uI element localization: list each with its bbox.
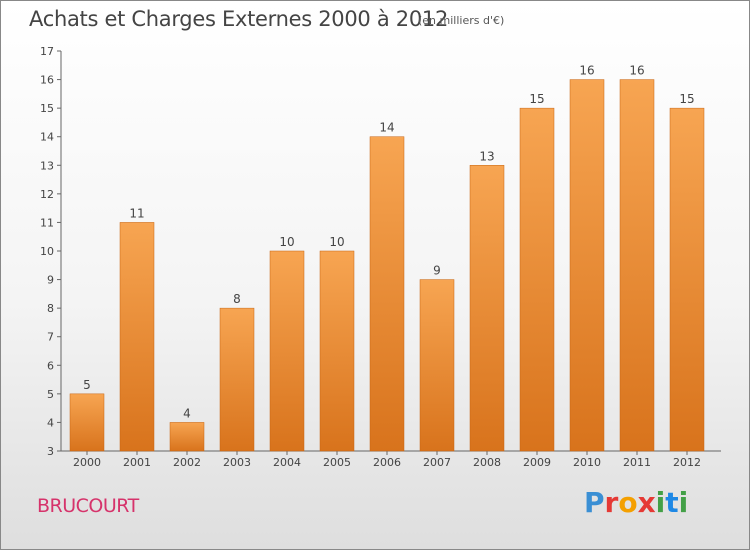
x-tick-label: 2009 xyxy=(523,456,551,469)
x-tick-label: 2003 xyxy=(223,456,251,469)
bar xyxy=(119,222,155,452)
data-labels: 5 11 4 8 10 10 14 9 13 15 16 16 15 xyxy=(83,64,694,421)
data-label: 13 xyxy=(479,149,494,163)
logo-letter: r xyxy=(604,486,619,519)
chart-subtitle: (en milliers d'€) xyxy=(418,14,505,27)
y-tick-label: 3 xyxy=(47,445,54,458)
x-tick-label: 2001 xyxy=(123,456,151,469)
y-tick-label: 15 xyxy=(40,102,54,115)
y-tick-label: 13 xyxy=(40,159,54,172)
chart-axes: 3 4 5 6 7 8 9 10 11 12 13 14 15 16 17 2000 2001 2002 2003 2… xyxy=(40,45,721,469)
proxiti-logo[interactable]: Proxiti xyxy=(584,486,688,519)
data-label: 15 xyxy=(529,92,544,106)
data-label: 11 xyxy=(129,206,144,220)
bar-series xyxy=(69,79,705,452)
bar xyxy=(569,79,605,452)
chart-title: Achats et Charges Externes 2000 à 2012 xyxy=(29,7,449,31)
y-tick-label: 7 xyxy=(47,331,54,344)
y-tick-label: 8 xyxy=(47,302,54,315)
data-label: 16 xyxy=(629,64,644,78)
data-label: 9 xyxy=(433,264,441,278)
bar xyxy=(419,279,455,452)
data-label: 10 xyxy=(279,235,294,249)
y-tick-label: 4 xyxy=(47,416,54,429)
data-label: 4 xyxy=(183,406,191,420)
bar xyxy=(619,79,655,452)
y-tick-label: 14 xyxy=(40,131,54,144)
x-tick-label: 2005 xyxy=(323,456,351,469)
bar xyxy=(69,393,105,452)
data-label: 15 xyxy=(679,92,694,106)
y-tick-label: 16 xyxy=(40,74,54,87)
data-label: 14 xyxy=(379,121,394,135)
logo-letter: t xyxy=(665,486,679,519)
bar xyxy=(669,107,705,452)
x-tick-label: 2011 xyxy=(623,456,651,469)
logo-letter: i xyxy=(655,486,666,519)
logo-letter: P xyxy=(584,486,605,519)
x-tick-label: 2012 xyxy=(673,456,701,469)
logo-letter: x xyxy=(637,486,656,519)
data-label: 10 xyxy=(329,235,344,249)
y-tick-label: 12 xyxy=(40,188,54,201)
logo-letter: i xyxy=(678,486,689,519)
data-label: 16 xyxy=(579,64,594,78)
y-tick-label: 9 xyxy=(47,274,54,287)
x-tick-label: 2004 xyxy=(273,456,301,469)
x-tick-label: 2008 xyxy=(473,456,501,469)
y-tick-label: 17 xyxy=(40,45,54,58)
y-tick-label: 5 xyxy=(47,388,54,401)
data-label: 8 xyxy=(233,292,241,306)
x-tick-label: 2002 xyxy=(173,456,201,469)
x-tick-label: 2000 xyxy=(73,456,101,469)
bar xyxy=(369,136,405,452)
bar xyxy=(319,250,355,452)
x-tick-label: 2007 xyxy=(423,456,451,469)
bar xyxy=(519,107,555,452)
bar xyxy=(269,250,305,452)
x-tick-label: 2010 xyxy=(573,456,601,469)
bar xyxy=(169,422,205,452)
x-tick-label: 2006 xyxy=(373,456,401,469)
y-tick-label: 11 xyxy=(40,216,54,229)
logo-letter: o xyxy=(618,486,638,519)
data-label: 5 xyxy=(83,378,91,392)
bar xyxy=(219,307,255,452)
commune-name: BRUCOURT xyxy=(37,495,139,517)
bar xyxy=(469,165,505,452)
y-tick-label: 6 xyxy=(47,359,54,372)
y-tick-label: 10 xyxy=(40,245,54,258)
